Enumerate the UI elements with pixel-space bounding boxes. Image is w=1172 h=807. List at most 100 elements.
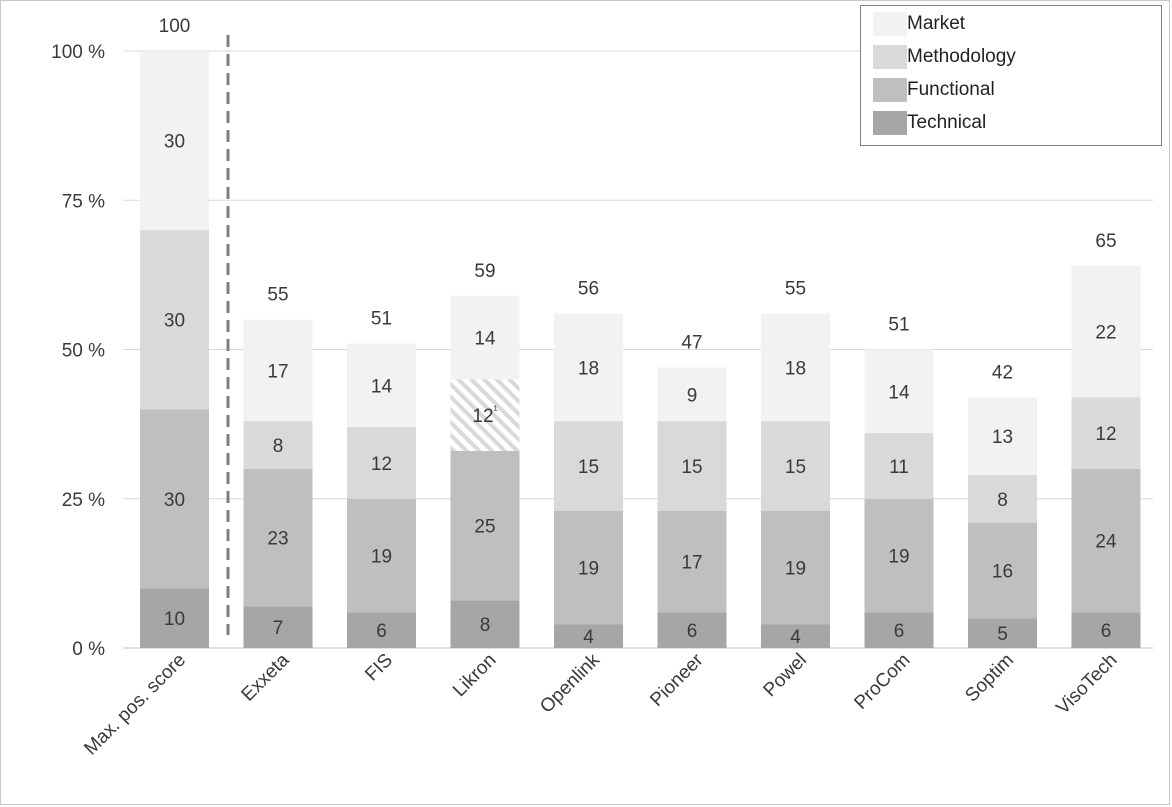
legend-swatch: [873, 78, 907, 102]
bar-segment-functional: [761, 510, 830, 625]
total-label: 100: [159, 16, 191, 37]
data-label: 9: [687, 385, 698, 406]
bar-segment-methodology: [347, 427, 416, 499]
data-label: 10: [164, 609, 185, 630]
bar-segment-technical: [243, 606, 313, 648]
category-label: Pioneer: [646, 649, 708, 711]
bar-segment-functional: [554, 510, 623, 625]
data-label: 25: [474, 517, 495, 538]
bar-segment-market: [140, 51, 209, 231]
data-label: 19: [371, 546, 392, 567]
legend-item-methodology: Methodology: [873, 45, 1016, 69]
data-label: 18: [785, 358, 806, 379]
data-label: 6: [1101, 621, 1112, 642]
category-label: Likron: [449, 650, 500, 701]
bar-segment-technical: [347, 612, 416, 648]
category-label: VisoTech: [1052, 650, 1121, 719]
bar-segment-methodology: [554, 421, 623, 511]
bar-segment-functional: [968, 522, 1037, 619]
data-label: 13: [992, 427, 1013, 448]
data-label: 22: [1095, 323, 1116, 344]
data-label: 12¹: [472, 403, 497, 427]
legend-label: Technical: [907, 112, 987, 133]
bar-segment-market: [1071, 265, 1141, 398]
bar-segment-technical: [140, 588, 209, 648]
bar-segment-functional: [347, 498, 416, 613]
bar-segment-functional: [657, 510, 727, 613]
data-label: 30: [164, 311, 185, 332]
data-label: 17: [267, 361, 288, 382]
total-label: 42: [992, 362, 1013, 383]
data-label: 4: [790, 627, 801, 648]
bar-segment-technical: [761, 624, 830, 648]
data-label: 12: [371, 454, 392, 475]
data-label: 16: [992, 561, 1013, 582]
bar-segment-functional: [864, 498, 934, 613]
bar-segment-technical: [1071, 612, 1141, 648]
category-label: Powel: [760, 650, 811, 701]
bar-segment-functional: [450, 450, 520, 601]
bar-segment-methodology: [1071, 397, 1141, 469]
data-label: 24: [1095, 532, 1117, 553]
data-label: 23: [267, 529, 288, 550]
bar-segment-market: [657, 367, 727, 422]
data-label: 6: [687, 621, 698, 642]
bar-segment-market: [243, 319, 313, 422]
data-label: 11: [889, 457, 909, 478]
legend-item-market: Market: [873, 12, 965, 36]
category-label: FIS: [361, 650, 397, 686]
bar-segment-methodology: [864, 433, 934, 499]
data-label: 14: [371, 376, 393, 397]
data-label: 19: [888, 546, 909, 567]
y-tick-label: 0 %: [72, 639, 105, 660]
category-label: Soptim: [961, 650, 1018, 707]
legend-swatch: [873, 111, 907, 135]
category-label: Exxeta: [238, 649, 294, 705]
data-label: 19: [578, 558, 599, 579]
data-label: 4: [583, 627, 594, 648]
data-label: 5: [997, 624, 1008, 645]
data-label: 30: [164, 132, 185, 153]
bar-segment-methodology: [243, 421, 313, 469]
legend-swatch: [873, 12, 907, 36]
bar-segment-methodology: [450, 379, 520, 451]
bar-segment-methodology: [657, 421, 727, 511]
legend-item-technical: Technical: [873, 111, 986, 135]
data-label: 8: [997, 490, 1008, 511]
bar-segment-methodology: [140, 230, 209, 410]
bar-segment-technical: [657, 612, 727, 648]
bar-segment-functional: [243, 468, 313, 607]
legend-item-functional: Functional: [873, 78, 995, 102]
legend-label: Functional: [907, 79, 995, 100]
data-label: 17: [681, 552, 702, 573]
y-tick-label: 100 %: [51, 42, 105, 63]
total-label: 47: [681, 332, 702, 353]
data-label: 14: [888, 382, 910, 403]
category-label: ProCom: [850, 650, 914, 714]
total-label: 65: [1095, 231, 1116, 252]
total-label: 59: [474, 261, 495, 282]
legend-label: Methodology: [907, 46, 1016, 67]
bar-segment-methodology: [968, 474, 1037, 523]
data-label: 15: [785, 457, 806, 478]
data-label: 30: [164, 490, 185, 511]
total-label: 55: [267, 285, 288, 306]
category-label: Max. pos. score: [80, 650, 190, 760]
data-label: 7: [273, 618, 284, 639]
bar-segment-market: [968, 397, 1037, 475]
bar-segment-technical: [450, 600, 520, 648]
data-label: 12: [1095, 424, 1116, 445]
bar-segment-technical: [554, 624, 623, 648]
data-label: 6: [376, 621, 387, 642]
bar-segment-functional: [140, 409, 209, 589]
total-label: 51: [371, 309, 392, 330]
category-label: Openlink: [536, 649, 604, 717]
bar-segment-market: [554, 313, 623, 422]
y-tick-label: 25 %: [62, 490, 105, 511]
y-tick-label: 75 %: [62, 191, 105, 212]
data-label: 8: [273, 436, 284, 457]
bar-segment-functional: [1071, 468, 1141, 613]
bar-segment-market: [347, 343, 416, 428]
